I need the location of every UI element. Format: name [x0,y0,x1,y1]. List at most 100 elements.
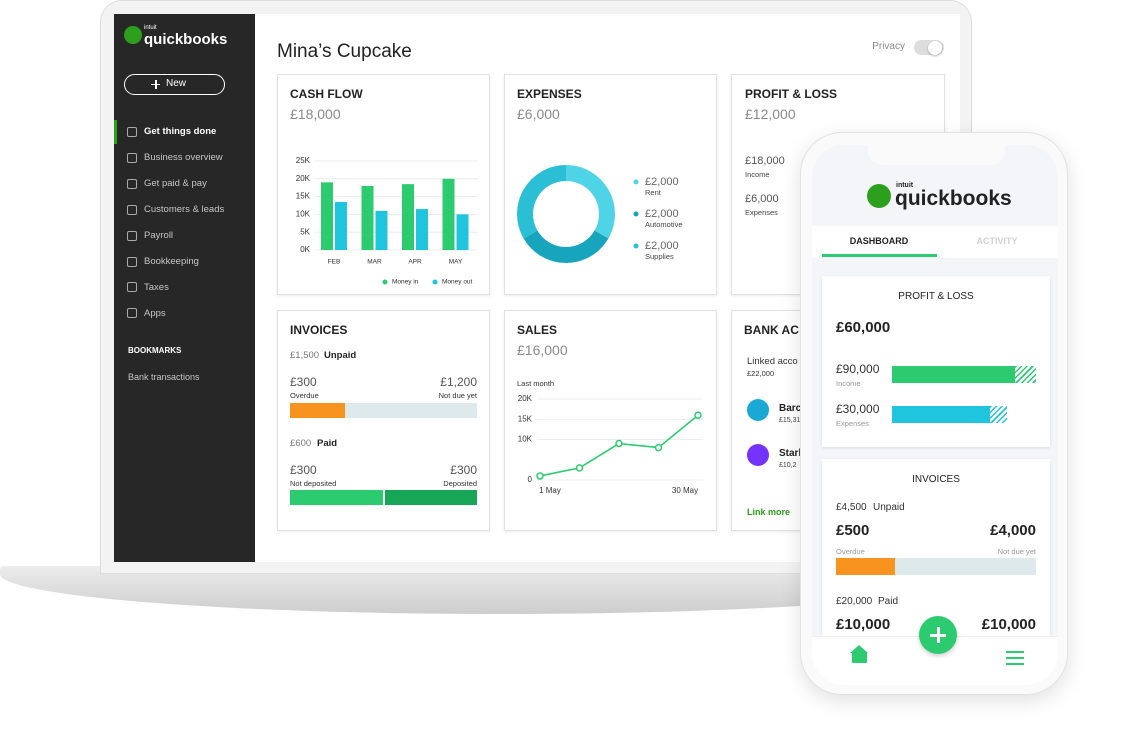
amount: £10,000 [981,616,1036,633]
card-total: £16,000 [517,341,568,358]
nav-item[interactable]: Bookkeeping [144,255,199,267]
progress-deposited [385,490,477,505]
y-tick-label: 15K [518,414,533,423]
menu-line [1006,651,1024,654]
progress-not-deposited [290,490,383,505]
card-title: EXPENSES [517,86,582,101]
card-title: INVOICES [912,474,960,485]
progress-not-due [895,558,1036,575]
label: Income [745,169,770,179]
logo: quickbooks [895,187,1012,211]
donut-segment [523,230,609,263]
nav-item[interactable]: Business overview [144,152,223,164]
card-title: PROFIT & LOSS [898,291,974,302]
nav-icon [127,152,137,163]
label: Overdue [836,546,865,556]
active-indicator [114,120,117,144]
logo: quickbooks [144,31,228,48]
tab[interactable]: DASHBOARD [849,235,909,246]
nav-item[interactable]: Customers & leads [144,204,225,215]
logo-mark [867,184,891,208]
amount: £90,000 [836,361,880,376]
label: Expenses [745,207,778,217]
y-tick-label: 10K [296,210,311,219]
amount: £6,000 [745,193,779,206]
amount: £20,000 [836,596,873,607]
card-total: £18,000 [290,105,341,122]
nav-item[interactable]: Get things done [144,126,217,138]
label: Unpaid [324,350,357,362]
nav-item[interactable]: Taxes [144,281,169,293]
new-label: New [166,78,187,89]
bar [375,210,388,250]
nav-icon [127,308,137,319]
income-bar [892,366,1015,383]
amount: £18,000 [745,155,785,168]
point [536,472,544,480]
legend-label: Automotive [645,220,683,229]
card-total: £6,000 [517,105,560,122]
legend-swatch [633,211,639,217]
subtitle: Last month [517,378,555,388]
label: Paid [317,438,338,450]
expenses-bar-stripe [990,406,1007,423]
card [504,310,717,531]
y-tick-label: 10K [518,435,533,444]
bar [361,185,374,250]
bank-name: Barc [779,403,802,414]
legend-swatch [432,279,438,285]
plus-icon [936,627,940,643]
donut-segment [566,164,615,239]
sidebar [114,14,255,562]
y-tick-label: 5K [300,227,310,236]
bar [402,184,414,250]
bank-name: Starl [779,448,802,459]
point [654,443,663,452]
y-tick-label: 20K [518,394,533,403]
point [694,411,702,419]
x-tick-label: 30 May [672,486,698,495]
legend-value: £2,000 [645,240,679,252]
amount: £600 [290,438,312,450]
nav-icon [127,230,137,241]
nav-icon [127,204,137,215]
y-tick-label: 15K [296,192,311,201]
legend-value: £2,000 [645,208,679,220]
page-title: Mina’s Cupcake [277,40,412,62]
card-title: INVOICES [290,322,348,337]
legend-value: £2,000 [645,176,679,188]
x-tick-label: FEB [328,259,341,266]
nav-icon [127,127,137,137]
nav-icon [127,256,137,267]
tab[interactable]: ACTIVITY [976,235,1018,246]
point [615,439,623,448]
bank-balance: £15,31 [779,416,801,424]
card-title: CASH FLOW [290,86,363,101]
nav-item[interactable]: Payroll [144,229,174,241]
x-tick-label: APR [408,259,422,266]
card-total: £60,000 [836,319,891,336]
label: Expenses [836,418,869,428]
amount: £4,500 [836,502,867,513]
amount: £30,000 [836,401,880,416]
charts: 0K 5K 10K 15K 20K 25K FEB MAR APR MAY Money in Mone… [296,156,703,495]
nav-item[interactable]: Apps [144,307,166,319]
link[interactable]: Link more [747,506,791,517]
new-button[interactable] [124,74,225,95]
amount: £10,000 [836,616,891,633]
home-icon[interactable] [852,652,867,663]
home-roof [850,645,868,653]
y-tick-label: 0 [528,475,533,484]
bookmarks-title: BOOKMARKS [128,346,182,356]
x-tick-label: MAY [449,259,463,266]
card-total: £12,000 [745,105,796,122]
amount: £500 [836,522,870,539]
expenses-bar [892,406,990,423]
nav-item[interactable]: Get paid & pay [144,178,207,190]
label: Linked acco [747,356,798,368]
bookmark[interactable]: Bank transactions [128,371,200,382]
y-tick-label: 25K [296,156,311,165]
card-title: PROFIT & LOSS [745,86,838,101]
label: Not due yet [997,546,1036,556]
legend-label: Rent [645,188,662,197]
